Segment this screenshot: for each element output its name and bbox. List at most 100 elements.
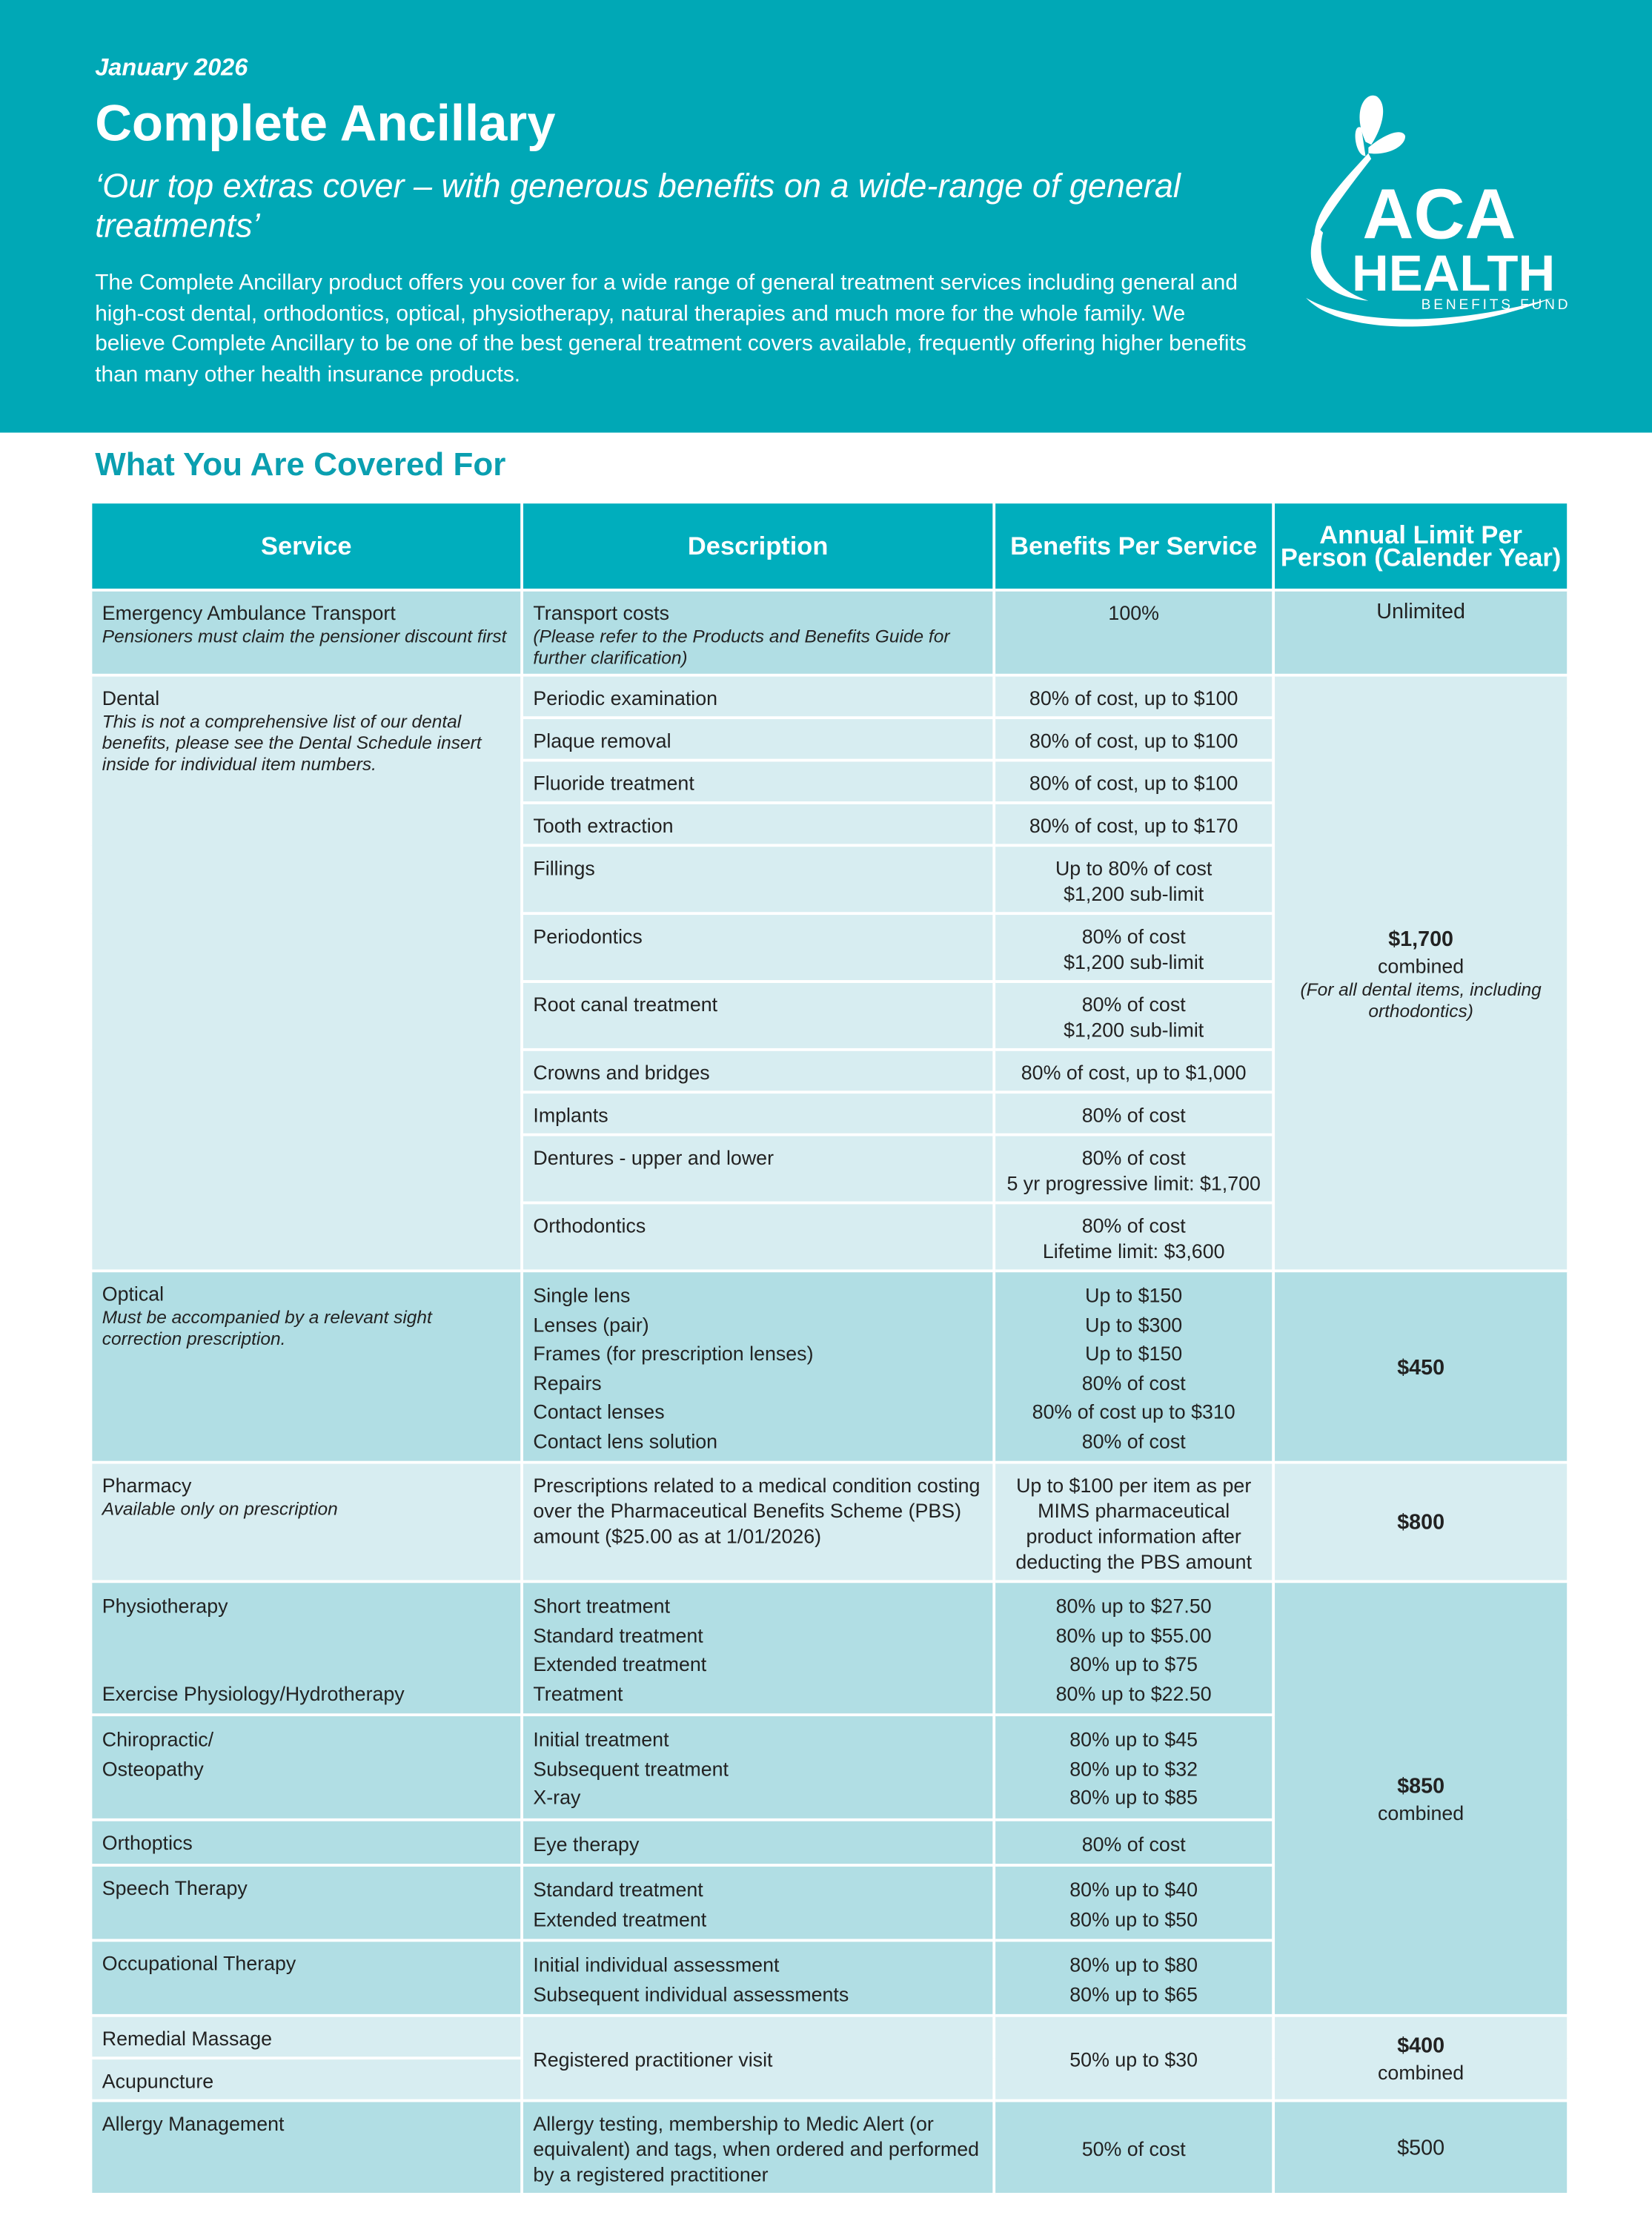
limit-sub: combined [1378,954,1464,978]
benefit: 80% of cost [1081,1832,1186,1855]
benefit: 80% of cost [1081,993,1186,1016]
description-cell: Dentures - upper and lower [520,1133,996,1205]
service: Dental [102,686,160,709]
column-header: Description [520,500,996,592]
service: Speech Therapy [102,1876,248,1899]
benefit-cell: Up to $100 per item as per MIMS pharmace… [992,1460,1276,1583]
date: January 2026 [95,53,248,82]
description: Orthodontics [533,1214,646,1237]
benefit: 80% up to $22.50 [1055,1681,1212,1704]
service-cell: Orthoptics [89,1817,524,1867]
benefit: 80% of cost up to $310 [1032,1400,1235,1423]
benefit-cell: 80% of cost Lifetime limit: $3,600 [992,1201,1276,1273]
service: Osteopathy [102,1756,204,1780]
description-cell: Crowns and bridges [520,1048,996,1094]
service: Exercise Physiology/Hydrotherapy [102,1681,405,1704]
limit: $450 [1397,1355,1445,1380]
benefit-cell: 80% up to $45 80% up to $32 80% up to $85 [992,1713,1276,1821]
description-cell: Periodontics [520,912,996,983]
benefit: 80% of cost [1081,924,1186,948]
benefits-table: Service Description Benefits Per Service… [89,500,1570,2196]
service-cell: Allergy Management [89,2099,524,2196]
benefit-cell: 80% up to $27.50 80% up to $55.00 80% up t… [992,1580,1276,1717]
description-cell: Plaque removal [520,716,996,762]
benefit: Lifetime limit: $3,600 [1042,1240,1225,1262]
service-cell: Dental This is not a comprehensive list o… [89,673,524,1273]
benefit: Up to $300 [1085,1312,1183,1336]
limit-cell: $800 [1272,1460,1570,1583]
benefit: 50% up to $30 [1069,2048,1198,2071]
benefit: 80% of cost, up to $1,000 [1021,1061,1247,1084]
row: Periodontics 80% of cost $1,200 sub-limit [90,912,1568,983]
description: Periodontics [533,924,643,948]
row: Tooth extraction 80% of cost, up to $170 [90,801,1568,847]
service: Chiropractic/ [102,1727,214,1751]
benefit: 80% up to $85 [1069,1785,1198,1809]
benefit-cell: 80% of cost, up to $100 [992,716,1276,762]
benefit: $1,200 sub-limit [1064,882,1204,905]
description-cell: Prescriptions related to a medical condi… [520,1460,996,1583]
limit: Unlimited [1272,589,1570,677]
benefit-cell: Up to $150 Up to $300 Up to $150 80% of cos… [992,1269,1276,1464]
description-cell: Tooth extraction [520,801,996,847]
path [1359,95,1384,145]
row: Occupational Therapy Initial individual a… [89,1939,1568,2017]
benefit: 80% up to $27.50 [1055,1594,1212,1618]
description: Tooth extraction [533,814,674,837]
description-cell: Transport costs (Please refer to the Prod… [520,589,996,677]
description: Lenses (pair) [533,1312,649,1336]
description-cell: Eye therapy [520,1817,996,1867]
benefit-cell: 80% of cost, up to $170 [992,801,1276,847]
service-cell: Optical Must be accompanied by a relevant… [89,1269,524,1464]
description: Initial individual assessment [533,1953,780,1976]
benefit-cell: 50% up to $30 [992,2013,1276,2102]
logo: ACA HEALTH BENEFITS FUND [1306,95,1568,327]
service-cell: Remedial Massage [89,2013,524,2060]
row: Chiropractic/Osteopathy Initial treatment… [89,1713,1568,1821]
benefit: 80% of cost [1081,1145,1186,1169]
benefit: 80% up to $80 [1069,1953,1198,1976]
logo-line1: ACA [1362,174,1516,254]
description-cell: Registered practitioner visit [520,2013,996,2102]
row: Fluoride treatment 80% of cost, up to $10… [90,758,1568,804]
path [1306,297,1553,327]
description: Fillings [533,856,595,880]
path [1314,153,1372,242]
benefit: $1,200 sub-limit [1064,1018,1204,1042]
row: Fillings Up to 80% of cost $1,200 sub-limi… [90,844,1568,916]
description: Eye therapy [533,1832,640,1855]
benefit: Up to $150 [1085,1341,1183,1365]
limit-note: (For all dental items, including orthodo… [1300,979,1542,1022]
benefit: Up to $150 [1085,1283,1183,1307]
service: Acupuncture [102,2069,214,2093]
service: Emergency Ambulance Transport [102,601,396,624]
benefit: 80% of cost [1081,1103,1186,1127]
description: Repairs [533,1371,602,1394]
benefit: 80% up to $32 [1069,1756,1198,1780]
benefit-cell: 80% of cost $1,200 sub-limit [992,912,1276,983]
row: Dentures - upper and lower 80% of cost 5 y… [90,1133,1568,1205]
benefit: 80% up to $65 [1069,1982,1198,2005]
benefit-cell: 80% of cost, up to $100 [992,758,1276,804]
benefit: 80% of cost, up to $100 [1029,771,1238,795]
service-note: This is not a comprehensive list of our … [102,710,482,775]
benefit: 80% of cost, up to $100 [1029,686,1238,709]
description: Subsequent treatment [533,1756,729,1780]
description: Prescriptions related to a medical condi… [533,1473,981,1548]
description-cell: Initial treatment Subsequent treatment X-r… [520,1713,996,1821]
row: Allergy Management Allergy testing, membe… [89,2099,1570,2196]
benefit-cell: 50% of cost [992,2099,1276,2196]
benefit-cell: 80% up to $40 80% up to $50 [992,1864,1276,1942]
intro: The Complete Ancillary product offers yo… [95,271,1247,387]
limit-cell: $850 combined [1272,1580,1570,2017]
service-note: Pensioners must claim the pensioner disc… [102,625,507,647]
description-cell: Implants [520,1091,996,1136]
service-note: Available only on prescription [102,1497,338,1520]
benefit: 80% up to $50 [1069,1907,1198,1930]
benefit: 5 yr progressive limit: $1,700 [1006,1171,1261,1194]
description: Standard treatment [533,1623,703,1647]
description: Implants [533,1103,608,1127]
row: Optical Must be accompanied by a relevant… [89,1269,1570,1464]
